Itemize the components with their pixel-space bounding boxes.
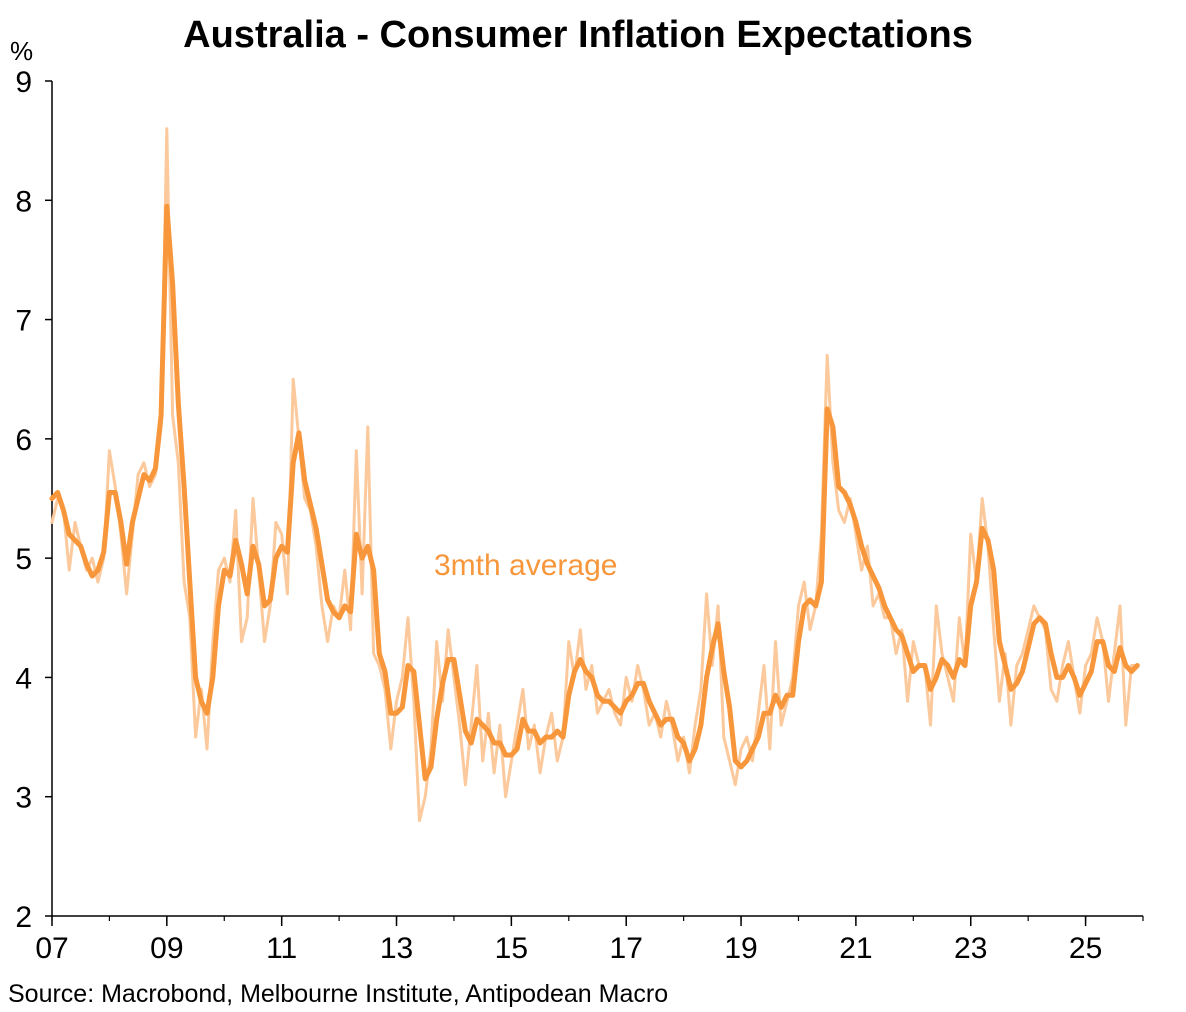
y-unit-label: % (10, 36, 33, 66)
series-layer (49, 127, 1140, 823)
y-axis: 2 3 4 5 6 7 8 9 (15, 66, 53, 934)
x-axis: 07 09 11 13 15 17 19 21 23 25 (35, 915, 1144, 965)
y-tick-label: 3 (15, 782, 32, 815)
y-tick-label: 7 (15, 305, 32, 338)
y-tick-label: 4 (15, 662, 32, 695)
x-tick-label: 19 (724, 932, 757, 965)
x-tick-label: 21 (839, 932, 872, 965)
x-tick-label: 11 (266, 932, 297, 965)
y-tick-label: 5 (15, 543, 32, 576)
x-tick-label: 09 (150, 932, 183, 965)
x-tick-label: 23 (954, 932, 987, 965)
y-tick-label: 2 (15, 901, 32, 934)
x-tick-label: 25 (1069, 932, 1102, 965)
y-tick-label: 9 (15, 66, 32, 99)
y-tick-label: 8 (15, 185, 32, 218)
y-tick-label: 6 (15, 424, 32, 457)
x-tick-label: 17 (610, 932, 643, 965)
series-annotation-3mth-average: 3mth average (434, 549, 617, 582)
x-tick-label: 15 (495, 932, 528, 965)
source-note: Source: Macrobond, Melbourne Institute, … (8, 980, 669, 1008)
series-line-monthly (50, 127, 1139, 823)
x-tick-label: 07 (35, 932, 68, 965)
chart-title: Australia - Consumer Inflation Expectati… (183, 14, 973, 56)
series-line-3mth-average (49, 203, 1140, 782)
x-tick-label: 13 (380, 932, 413, 965)
